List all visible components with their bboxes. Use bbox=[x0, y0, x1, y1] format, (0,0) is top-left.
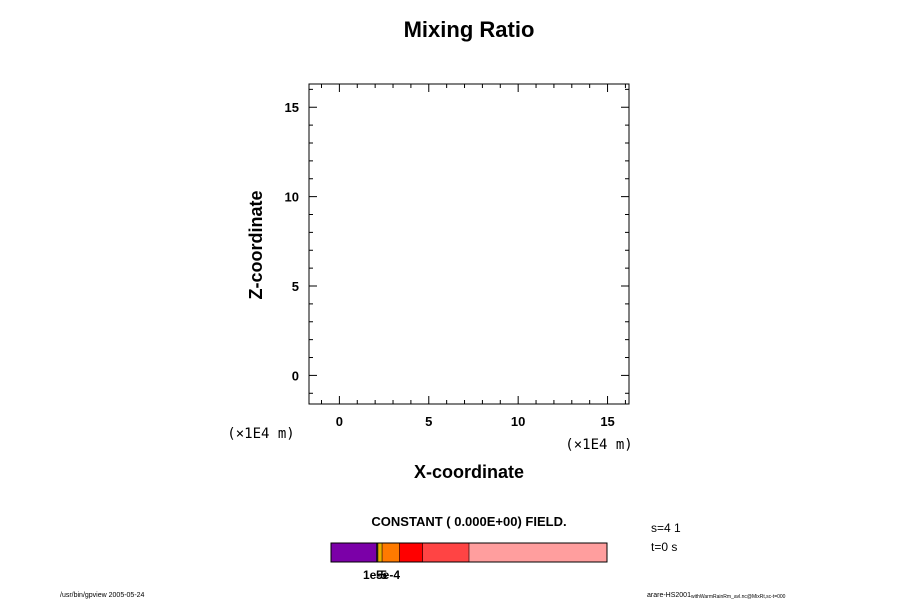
colorbar-tick-label: 5e-4 bbox=[376, 568, 400, 582]
x-tick-label: 10 bbox=[511, 414, 525, 429]
colorbar-frame bbox=[330, 542, 608, 563]
colorbar bbox=[331, 543, 607, 562]
y-axis-ticks: 0 5 10 15 bbox=[285, 88, 629, 394]
colorbar-segment bbox=[377, 543, 383, 562]
colorbar-tick-label-overlap: 1e-5 bbox=[363, 568, 387, 582]
x-axis-ticks: 0 5 10 15 bbox=[321, 84, 626, 429]
y-tick-label: 10 bbox=[285, 190, 299, 205]
colorbar-segment bbox=[376, 543, 378, 562]
x-tick-label: 0 bbox=[336, 414, 343, 429]
footer-right: arare-HS2001withWarmRainRm_avl.nc@MixRt,… bbox=[647, 592, 786, 600]
x-axis-label: X-coordinate bbox=[414, 462, 524, 482]
colorbar-segment bbox=[331, 543, 377, 562]
x-tick-label: 15 bbox=[600, 414, 614, 429]
plot-area bbox=[308, 83, 630, 405]
field-message: CONSTANT ( 0.000E+00) FIELD. bbox=[371, 514, 566, 529]
colorbar-segment bbox=[382, 543, 400, 562]
colorbar-segment bbox=[469, 543, 607, 562]
footer-right-sub: withWarmRainRm_avl.nc@MixRt,sc-t=000 bbox=[691, 594, 786, 600]
colorbar-segment bbox=[422, 543, 469, 562]
y-axis-unit: (×1E4 m) bbox=[227, 426, 294, 442]
y-tick-label: 15 bbox=[285, 100, 299, 115]
x-axis-unit: (×1E4 m) bbox=[565, 437, 632, 453]
chart-title: Mixing Ratio bbox=[404, 17, 535, 42]
y-axis-label: Z-coordinate bbox=[246, 190, 266, 299]
y-tick-label: 0 bbox=[292, 368, 299, 383]
y-tick-label: 5 bbox=[292, 279, 299, 294]
footer-right-main: arare-HS2001 bbox=[647, 592, 691, 599]
time-info: t=0 s bbox=[651, 540, 677, 554]
step-info: s=4 1 bbox=[651, 521, 681, 535]
x-tick-label: 5 bbox=[425, 414, 432, 429]
footer-left: /usr/bin/gpview 2005-05-24 bbox=[60, 592, 145, 599]
colorbar-segment bbox=[399, 543, 423, 562]
